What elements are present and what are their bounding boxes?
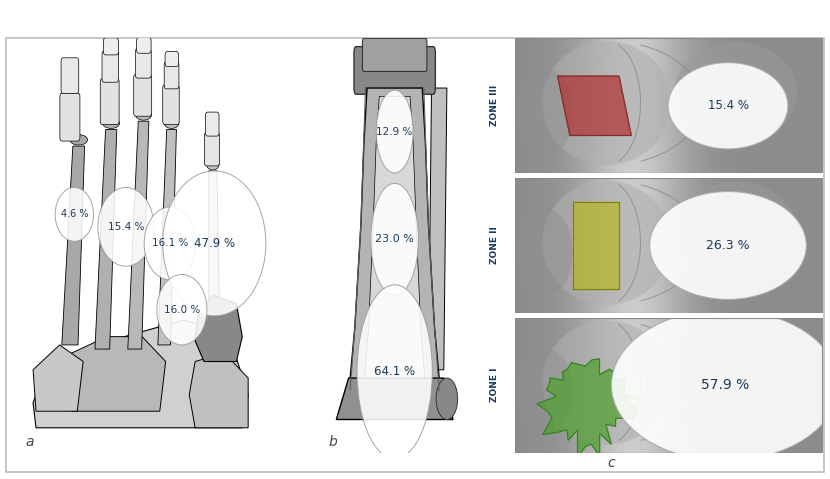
FancyBboxPatch shape [135, 49, 151, 78]
Polygon shape [349, 88, 441, 395]
Text: 16.0 %: 16.0 % [164, 305, 200, 315]
Polygon shape [95, 129, 117, 349]
Text: 16.1 %: 16.1 % [152, 239, 188, 249]
Ellipse shape [518, 208, 573, 296]
Ellipse shape [518, 348, 573, 436]
Ellipse shape [135, 110, 152, 120]
FancyBboxPatch shape [165, 52, 178, 67]
Text: FIGURE 1: FIGURE 1 [11, 11, 80, 23]
Polygon shape [189, 353, 248, 428]
Polygon shape [428, 88, 447, 370]
Ellipse shape [357, 285, 432, 459]
Ellipse shape [98, 187, 154, 266]
Ellipse shape [376, 90, 413, 173]
Text: 47.9 %: 47.9 % [193, 237, 235, 250]
Ellipse shape [55, 187, 94, 241]
Polygon shape [33, 345, 83, 411]
Text: 26.3 %: 26.3 % [706, 239, 749, 252]
FancyBboxPatch shape [363, 38, 427, 71]
Polygon shape [573, 202, 619, 289]
FancyBboxPatch shape [60, 93, 80, 141]
Ellipse shape [674, 321, 797, 422]
Ellipse shape [650, 192, 807, 299]
Text: 15.4 %: 15.4 % [108, 222, 144, 232]
Ellipse shape [163, 171, 266, 316]
Ellipse shape [207, 160, 219, 170]
FancyBboxPatch shape [354, 46, 436, 94]
Ellipse shape [436, 378, 457, 420]
Polygon shape [128, 121, 149, 349]
Text: b: b [329, 435, 338, 449]
Ellipse shape [70, 135, 88, 145]
Text: 15.4 %: 15.4 % [707, 99, 749, 112]
Ellipse shape [674, 182, 797, 283]
Polygon shape [71, 337, 166, 411]
FancyBboxPatch shape [134, 74, 152, 116]
Text: 4.6 %: 4.6 % [61, 209, 88, 219]
Polygon shape [208, 171, 220, 329]
Text: ZONE I: ZONE I [490, 368, 499, 402]
Polygon shape [158, 129, 177, 345]
Ellipse shape [518, 68, 573, 156]
FancyBboxPatch shape [61, 58, 79, 93]
Text: 12.9 %: 12.9 % [377, 126, 413, 137]
Polygon shape [33, 320, 248, 428]
Ellipse shape [164, 118, 178, 128]
Ellipse shape [144, 207, 196, 280]
Polygon shape [537, 359, 637, 457]
Ellipse shape [542, 320, 671, 445]
Ellipse shape [371, 183, 418, 295]
Text: c: c [607, 456, 615, 470]
Polygon shape [336, 378, 453, 420]
Text: 57.9 %: 57.9 % [701, 378, 749, 392]
Polygon shape [364, 96, 426, 387]
Ellipse shape [668, 63, 788, 149]
Ellipse shape [612, 309, 830, 461]
Text: 64.1 %: 64.1 % [374, 365, 415, 378]
Polygon shape [558, 76, 632, 136]
FancyBboxPatch shape [104, 38, 119, 55]
FancyBboxPatch shape [137, 37, 151, 53]
Ellipse shape [157, 274, 207, 345]
FancyBboxPatch shape [204, 132, 219, 166]
Polygon shape [195, 295, 242, 362]
Text: 23.0 %: 23.0 % [375, 234, 414, 244]
Polygon shape [61, 146, 85, 345]
FancyBboxPatch shape [163, 85, 179, 125]
Text: ZONE II: ZONE II [490, 227, 499, 264]
FancyBboxPatch shape [102, 51, 119, 82]
FancyBboxPatch shape [164, 61, 179, 89]
Text: a: a [26, 435, 34, 449]
Ellipse shape [103, 118, 120, 128]
FancyBboxPatch shape [100, 79, 120, 125]
FancyBboxPatch shape [206, 112, 219, 136]
Ellipse shape [542, 41, 671, 165]
Ellipse shape [542, 181, 671, 305]
Text: ZONE III: ZONE III [490, 85, 499, 126]
Ellipse shape [674, 42, 797, 143]
